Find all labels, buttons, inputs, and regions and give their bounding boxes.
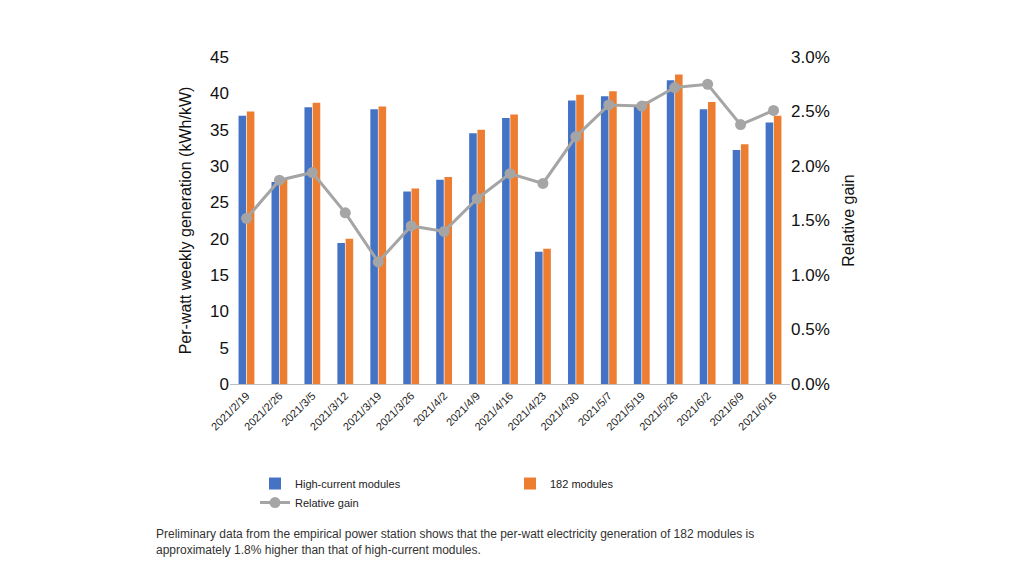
svg-text:3.0%: 3.0% [791, 48, 830, 67]
svg-text:2021/3/12: 2021/3/12 [308, 390, 351, 433]
svg-text:0.5%: 0.5% [791, 320, 830, 339]
svg-text:2021/3/26: 2021/3/26 [373, 390, 416, 433]
svg-text:2021/4/2: 2021/4/2 [411, 390, 450, 429]
svg-text:35: 35 [210, 121, 229, 140]
svg-text:45: 45 [210, 48, 229, 67]
svg-text:20: 20 [210, 230, 229, 249]
svg-text:25: 25 [210, 193, 229, 212]
svg-text:2.0%: 2.0% [791, 157, 830, 176]
svg-text:2021/6/2: 2021/6/2 [674, 390, 713, 429]
svg-text:2021/5/26: 2021/5/26 [637, 390, 680, 433]
svg-text:2021/2/26: 2021/2/26 [242, 390, 285, 433]
svg-text:2021/2/19: 2021/2/19 [209, 390, 252, 433]
svg-text:30: 30 [210, 157, 229, 176]
svg-text:182 modules: 182 modules [550, 478, 613, 490]
svg-text:5: 5 [220, 339, 229, 358]
svg-text:2021/5/7: 2021/5/7 [575, 390, 614, 429]
svg-text:2.5%: 2.5% [791, 102, 830, 121]
svg-text:2021/4/23: 2021/4/23 [505, 390, 548, 433]
svg-text:Relative gain: Relative gain [295, 497, 359, 509]
svg-text:1.5%: 1.5% [791, 211, 830, 230]
svg-text:Per-watt weekly generation (kW: Per-watt weekly generation (kWh/kW) [177, 87, 194, 355]
svg-text:1.0%: 1.0% [791, 266, 830, 285]
svg-text:Preliminary data from the empi: Preliminary data from the empirical powe… [156, 527, 754, 557]
svg-text:2021/4/16: 2021/4/16 [472, 390, 515, 433]
svg-text:10: 10 [210, 302, 229, 321]
svg-text:0.0%: 0.0% [791, 375, 830, 394]
svg-text:0: 0 [220, 375, 229, 394]
svg-text:15: 15 [210, 266, 229, 285]
svg-text:2021/4/30: 2021/4/30 [538, 390, 581, 433]
svg-text:2021/6/9: 2021/6/9 [707, 390, 746, 429]
svg-text:High-current modules: High-current modules [295, 478, 401, 490]
svg-text:2021/4/9: 2021/4/9 [444, 390, 483, 429]
svg-text:2021/3/19: 2021/3/19 [340, 390, 383, 433]
svg-text:2021/5/19: 2021/5/19 [604, 390, 647, 433]
svg-text:Relative gain: Relative gain [840, 174, 857, 267]
svg-text:2021/6/16: 2021/6/16 [736, 390, 779, 433]
svg-text:40: 40 [210, 84, 229, 103]
svg-text:2021/3/5: 2021/3/5 [279, 390, 318, 429]
